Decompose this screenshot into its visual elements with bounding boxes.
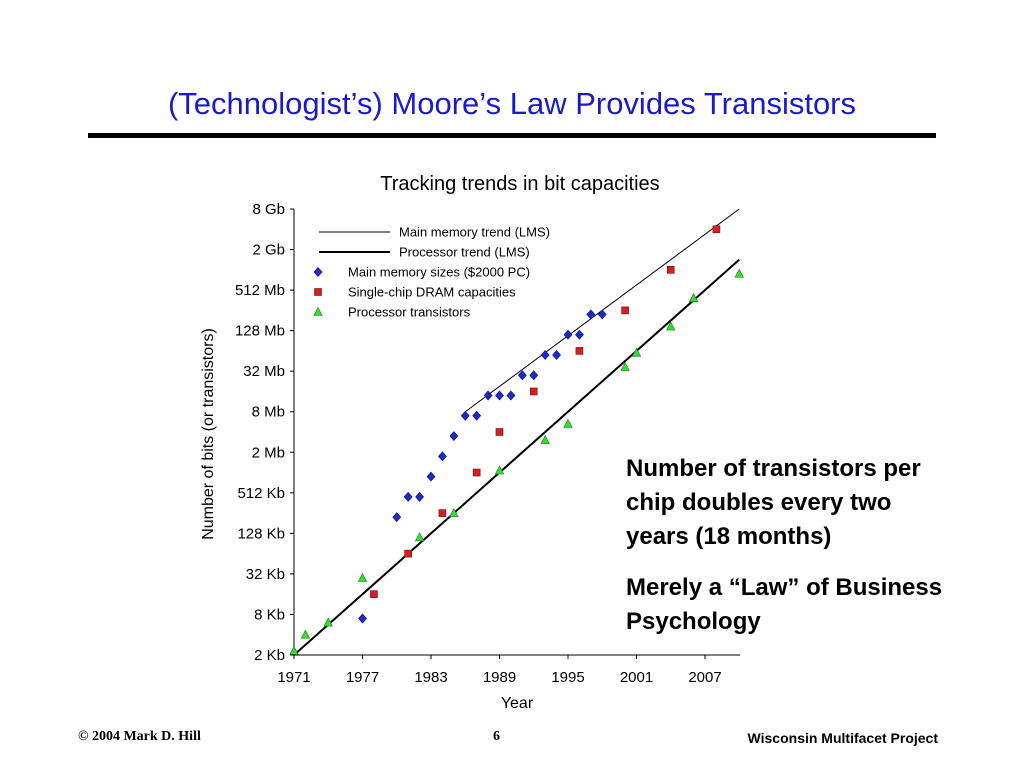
footer-page-number: 6 [493, 729, 500, 744]
y-tick-label: 2 Mb [252, 444, 285, 461]
data-point [621, 306, 629, 315]
data-points [289, 225, 744, 655]
data-point [495, 428, 504, 436]
data-point [370, 590, 378, 598]
data-point [631, 347, 642, 357]
data-point [483, 390, 493, 401]
data-point [300, 629, 311, 639]
legend-label: Processor trend (LMS) [399, 245, 530, 260]
data-point [449, 507, 459, 517]
data-point [688, 293, 699, 303]
legend-marker-swatch [313, 306, 323, 316]
chart-title: Tracking trends in bit capacities [380, 173, 659, 195]
data-point [426, 471, 436, 482]
slide-title: (Technologist’s) Moore’s Law Provides Tr… [167, 86, 857, 121]
data-point [495, 390, 504, 401]
data-point [552, 350, 561, 360]
legend-marker-swatch [314, 288, 322, 296]
legend-label: Main memory sizes ($2000 PC) [348, 265, 530, 280]
data-point [358, 613, 367, 624]
data-point [472, 468, 481, 477]
y-tick-label: 2 Gb [252, 242, 285, 259]
x-axis-ticks: 1971 1977 1983 1989 1995 2001 2007 [277, 655, 722, 686]
y-axis-ticks: 2 Kb 8 Kb 32 Kb 128 Kb 512 Kb 2 Mb 8 Mb 32 Mb 12… [235, 201, 294, 664]
data-point [460, 410, 470, 421]
data-point [494, 465, 505, 475]
y-axis-label: Number of bits (or transistors) [200, 328, 217, 540]
y-tick-label: 128 Mb [235, 323, 285, 340]
x-tick-label: 1983 [414, 669, 447, 686]
footer-copyright: © 2004 Mark D. Hill [78, 729, 201, 744]
transistor-doubling-note: Number of transistors per chip doubles e… [626, 455, 921, 550]
data-point [392, 512, 402, 523]
data-point [357, 572, 368, 582]
y-tick-label: 8 Gb [252, 201, 285, 218]
data-point [438, 509, 447, 517]
data-point [597, 309, 607, 320]
y-tick-label: 8 Kb [254, 606, 285, 623]
data-point [712, 225, 721, 234]
title-divider [88, 133, 936, 138]
data-point [403, 491, 413, 502]
y-tick-label: 8 Mb [252, 404, 285, 421]
footer-project: Wisconsin Multifacet Project [747, 730, 938, 746]
data-point [563, 418, 573, 428]
data-point [734, 268, 744, 278]
data-point [529, 370, 539, 381]
data-point [323, 617, 333, 627]
data-point [517, 370, 527, 381]
data-point [472, 410, 482, 421]
data-point [586, 309, 596, 320]
y-tick-label: 512 Mb [235, 282, 285, 299]
data-point [666, 321, 676, 331]
data-point [540, 350, 550, 360]
x-tick-label: 1977 [346, 669, 379, 686]
data-point [414, 532, 425, 542]
data-point [575, 347, 584, 355]
business-psychology-note: Merely a “Law” of Business Psychology [626, 574, 943, 635]
legend-label: Single-chip DRAM capacities [348, 285, 516, 300]
y-tick-label: 2 Kb [254, 647, 285, 664]
x-tick-label: 2001 [620, 669, 653, 686]
legend-marker-swatch [313, 267, 323, 277]
legend-label: Processor transistors [348, 305, 471, 320]
chart-legend: Main memory trend (LMS) Processor trend (… [313, 225, 550, 320]
y-tick-label: 512 Kb [237, 485, 285, 502]
data-point [438, 451, 447, 462]
y-tick-label: 128 Kb [237, 525, 285, 542]
x-tick-label: 2007 [688, 669, 721, 686]
x-tick-label: 1995 [551, 669, 584, 686]
x-axis-label: Year [501, 695, 534, 712]
data-point [529, 387, 538, 396]
data-point [506, 390, 516, 401]
y-tick-label: 32 Kb [246, 566, 285, 583]
data-point [449, 431, 459, 442]
x-tick-label: 1989 [483, 669, 516, 686]
legend-label: Main memory trend (LMS) [399, 225, 550, 240]
trend-line [293, 258, 740, 656]
data-point [620, 361, 630, 371]
data-point [666, 266, 675, 274]
x-tick-label: 1971 [277, 669, 310, 686]
data-point [415, 491, 424, 502]
y-tick-label: 32 Mb [243, 363, 285, 380]
data-point [404, 549, 412, 558]
data-point [540, 434, 550, 444]
data-point [575, 329, 584, 340]
data-point [563, 329, 573, 340]
data-point [289, 645, 299, 655]
